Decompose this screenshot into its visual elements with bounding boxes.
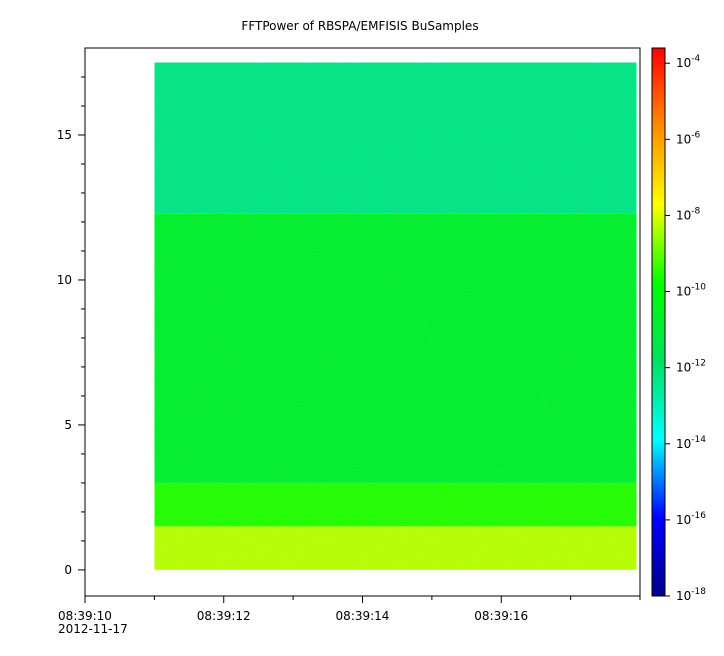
colorbar-tick-label: 10-18: [676, 587, 706, 603]
x-axis: 08:39:10 08:39:12 08:39:14 08:39:16: [58, 596, 641, 623]
colorbar-tick-label: 10-8: [676, 206, 701, 222]
spectrogram-noise: [154, 62, 637, 570]
colorbar-tick-label: 10-4: [676, 54, 701, 70]
y-tick-label: 5: [64, 418, 72, 432]
x-tick-label: 08:39:12: [197, 609, 251, 623]
y-tick-label: 10: [57, 273, 72, 287]
x-date-label: 2012-11-17: [58, 622, 128, 636]
x-tick-label: 08:39:16: [474, 609, 528, 623]
colorbar: [651, 47, 666, 597]
y-tick-label: 0: [64, 563, 72, 577]
colorbar-tick-label: 10-14: [676, 435, 706, 451]
colorbar-tick-label: 10-10: [676, 283, 706, 299]
colorbar-ticks: 10-4 10-6 10-8 10-10 10-12 10-14 10-16 10-18: [665, 54, 706, 603]
colorbar-tick-label: 10-12: [676, 359, 706, 375]
chart-title: FFTPower of RBSPA/EMFISIS BuSamples: [241, 19, 478, 33]
colorbar-tick-label: 10-16: [676, 511, 706, 527]
spectrogram-data: [154, 62, 637, 570]
x-tick-label: 08:39:10: [58, 609, 112, 623]
y-axis: 0 5 10 15: [57, 76, 85, 577]
colorbar-tick-label: 10-6: [676, 130, 701, 146]
x-tick-label: 08:39:14: [336, 609, 390, 623]
y-tick-label: 15: [57, 128, 72, 142]
